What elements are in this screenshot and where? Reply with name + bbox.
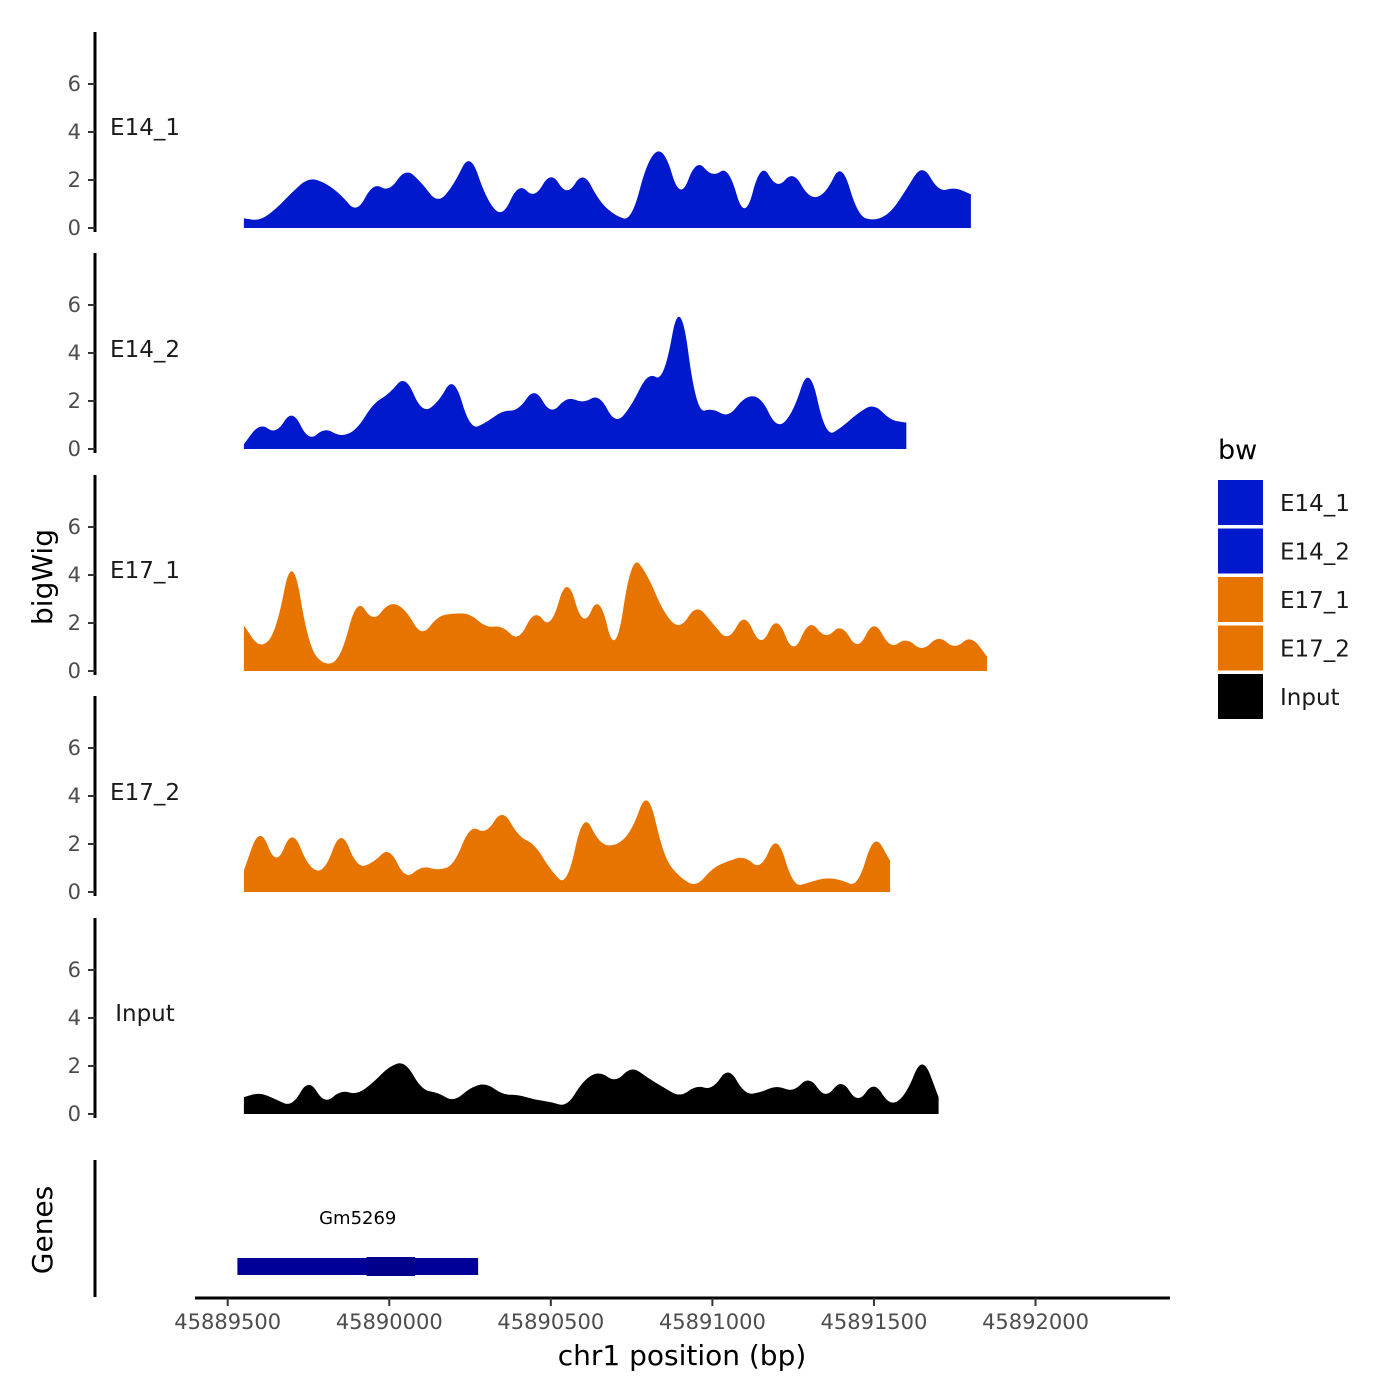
- gene-Gm5269: Gm5269: [237, 1208, 479, 1276]
- legend: bw E14_1 E14_2 E17_1 E17_2 Input: [1218, 435, 1350, 719]
- y-tick-label: 0: [68, 1102, 81, 1126]
- track-panels: 0 2 4 6 E14_1 0 2 4 6 E14_2 0 2 4 6 E17_1 0 2 4 6 E17_2 0 2 4 6…: [68, 32, 987, 1126]
- area-E14_2: [243, 316, 907, 449]
- y-tick-label: 4: [68, 120, 81, 144]
- track-E14_2: 0 2 4 6 E14_2: [68, 253, 907, 461]
- y-tick-label: 4: [68, 784, 81, 808]
- x-tick-label: 45890500: [497, 1310, 604, 1334]
- y-tick-label: 6: [68, 736, 81, 760]
- track-Input: 0 2 4 6 Input: [68, 918, 939, 1126]
- y-tick-label: 2: [68, 832, 81, 856]
- legend-title: bw: [1218, 435, 1257, 466]
- legend-item-E14_1: E14_1: [1218, 480, 1350, 525]
- legend-swatch: [1218, 528, 1263, 574]
- legend-label: Input: [1280, 685, 1340, 711]
- y-tick-label: 0: [68, 216, 81, 240]
- legend-item-E17_1: E17_1: [1218, 577, 1350, 622]
- y-tick-label: 2: [68, 611, 81, 635]
- x-axis: 45889500 45890000 45890500 45891000 45891500…: [174, 1296, 1170, 1334]
- x-tick-label: 45890000: [336, 1310, 443, 1334]
- gene-label: Gm5269: [319, 1208, 396, 1229]
- x-tick-label: 45892000: [982, 1310, 1089, 1334]
- y-tick-label: 4: [68, 1006, 81, 1030]
- y-tick-label: 2: [68, 389, 81, 413]
- legend-swatch: [1218, 625, 1263, 671]
- legend-label: E17_1: [1280, 588, 1350, 614]
- area-E17_2: [243, 800, 891, 892]
- y-tick-label: 6: [68, 293, 81, 317]
- track-E14_1: 0 2 4 6 E14_1: [68, 32, 971, 240]
- legend-label: E14_2: [1280, 540, 1350, 566]
- y-tick-label: 4: [68, 563, 81, 587]
- legend-item-Input: Input: [1218, 674, 1340, 719]
- legend-item-E14_2: E14_2: [1218, 528, 1350, 574]
- genes-panel: Gm5269: [93, 1160, 479, 1297]
- legend-swatch: [1218, 674, 1263, 719]
- track-label: E14_2: [110, 337, 180, 363]
- legend-label: E17_2: [1280, 637, 1350, 663]
- area-Input: [243, 1063, 939, 1114]
- y-tick-label: 0: [68, 659, 81, 683]
- genes-axis-title: Genes: [26, 1186, 59, 1274]
- x-tick-label: 45889500: [174, 1310, 281, 1334]
- y-tick-label: 2: [68, 1054, 81, 1078]
- area-E17_1: [243, 562, 987, 671]
- legend-item-E17_2: E17_2: [1218, 625, 1350, 671]
- y-tick-label: 6: [68, 72, 81, 96]
- legend-swatch: [1218, 577, 1263, 622]
- y-tick-label: 0: [68, 437, 81, 461]
- gene-body: [237, 1258, 479, 1275]
- track-label: E17_2: [110, 780, 180, 806]
- legend-label: E14_1: [1280, 491, 1350, 517]
- legend-swatch: [1218, 480, 1263, 525]
- x-tick-label: 45891500: [821, 1310, 928, 1334]
- x-tick-label: 45891000: [659, 1310, 766, 1334]
- track-label: E14_1: [110, 115, 180, 141]
- track-E17_1: 0 2 4 6 E17_1: [68, 475, 987, 683]
- y-tick-label: 2: [68, 168, 81, 192]
- y-tick-label: 6: [68, 958, 81, 982]
- area-E14_1: [243, 151, 971, 228]
- y-tick-label: 0: [68, 880, 81, 904]
- x-axis-title: chr1 position (bp): [558, 1339, 807, 1372]
- y-tick-label: 6: [68, 515, 81, 539]
- track-label: E17_1: [110, 558, 180, 584]
- y-tick-label: 4: [68, 341, 81, 365]
- track-label: Input: [115, 1001, 175, 1027]
- track-E17_2: 0 2 4 6 E17_2: [68, 696, 891, 904]
- gene-exon: [366, 1257, 416, 1276]
- y-axis-title: bigWig: [26, 529, 59, 625]
